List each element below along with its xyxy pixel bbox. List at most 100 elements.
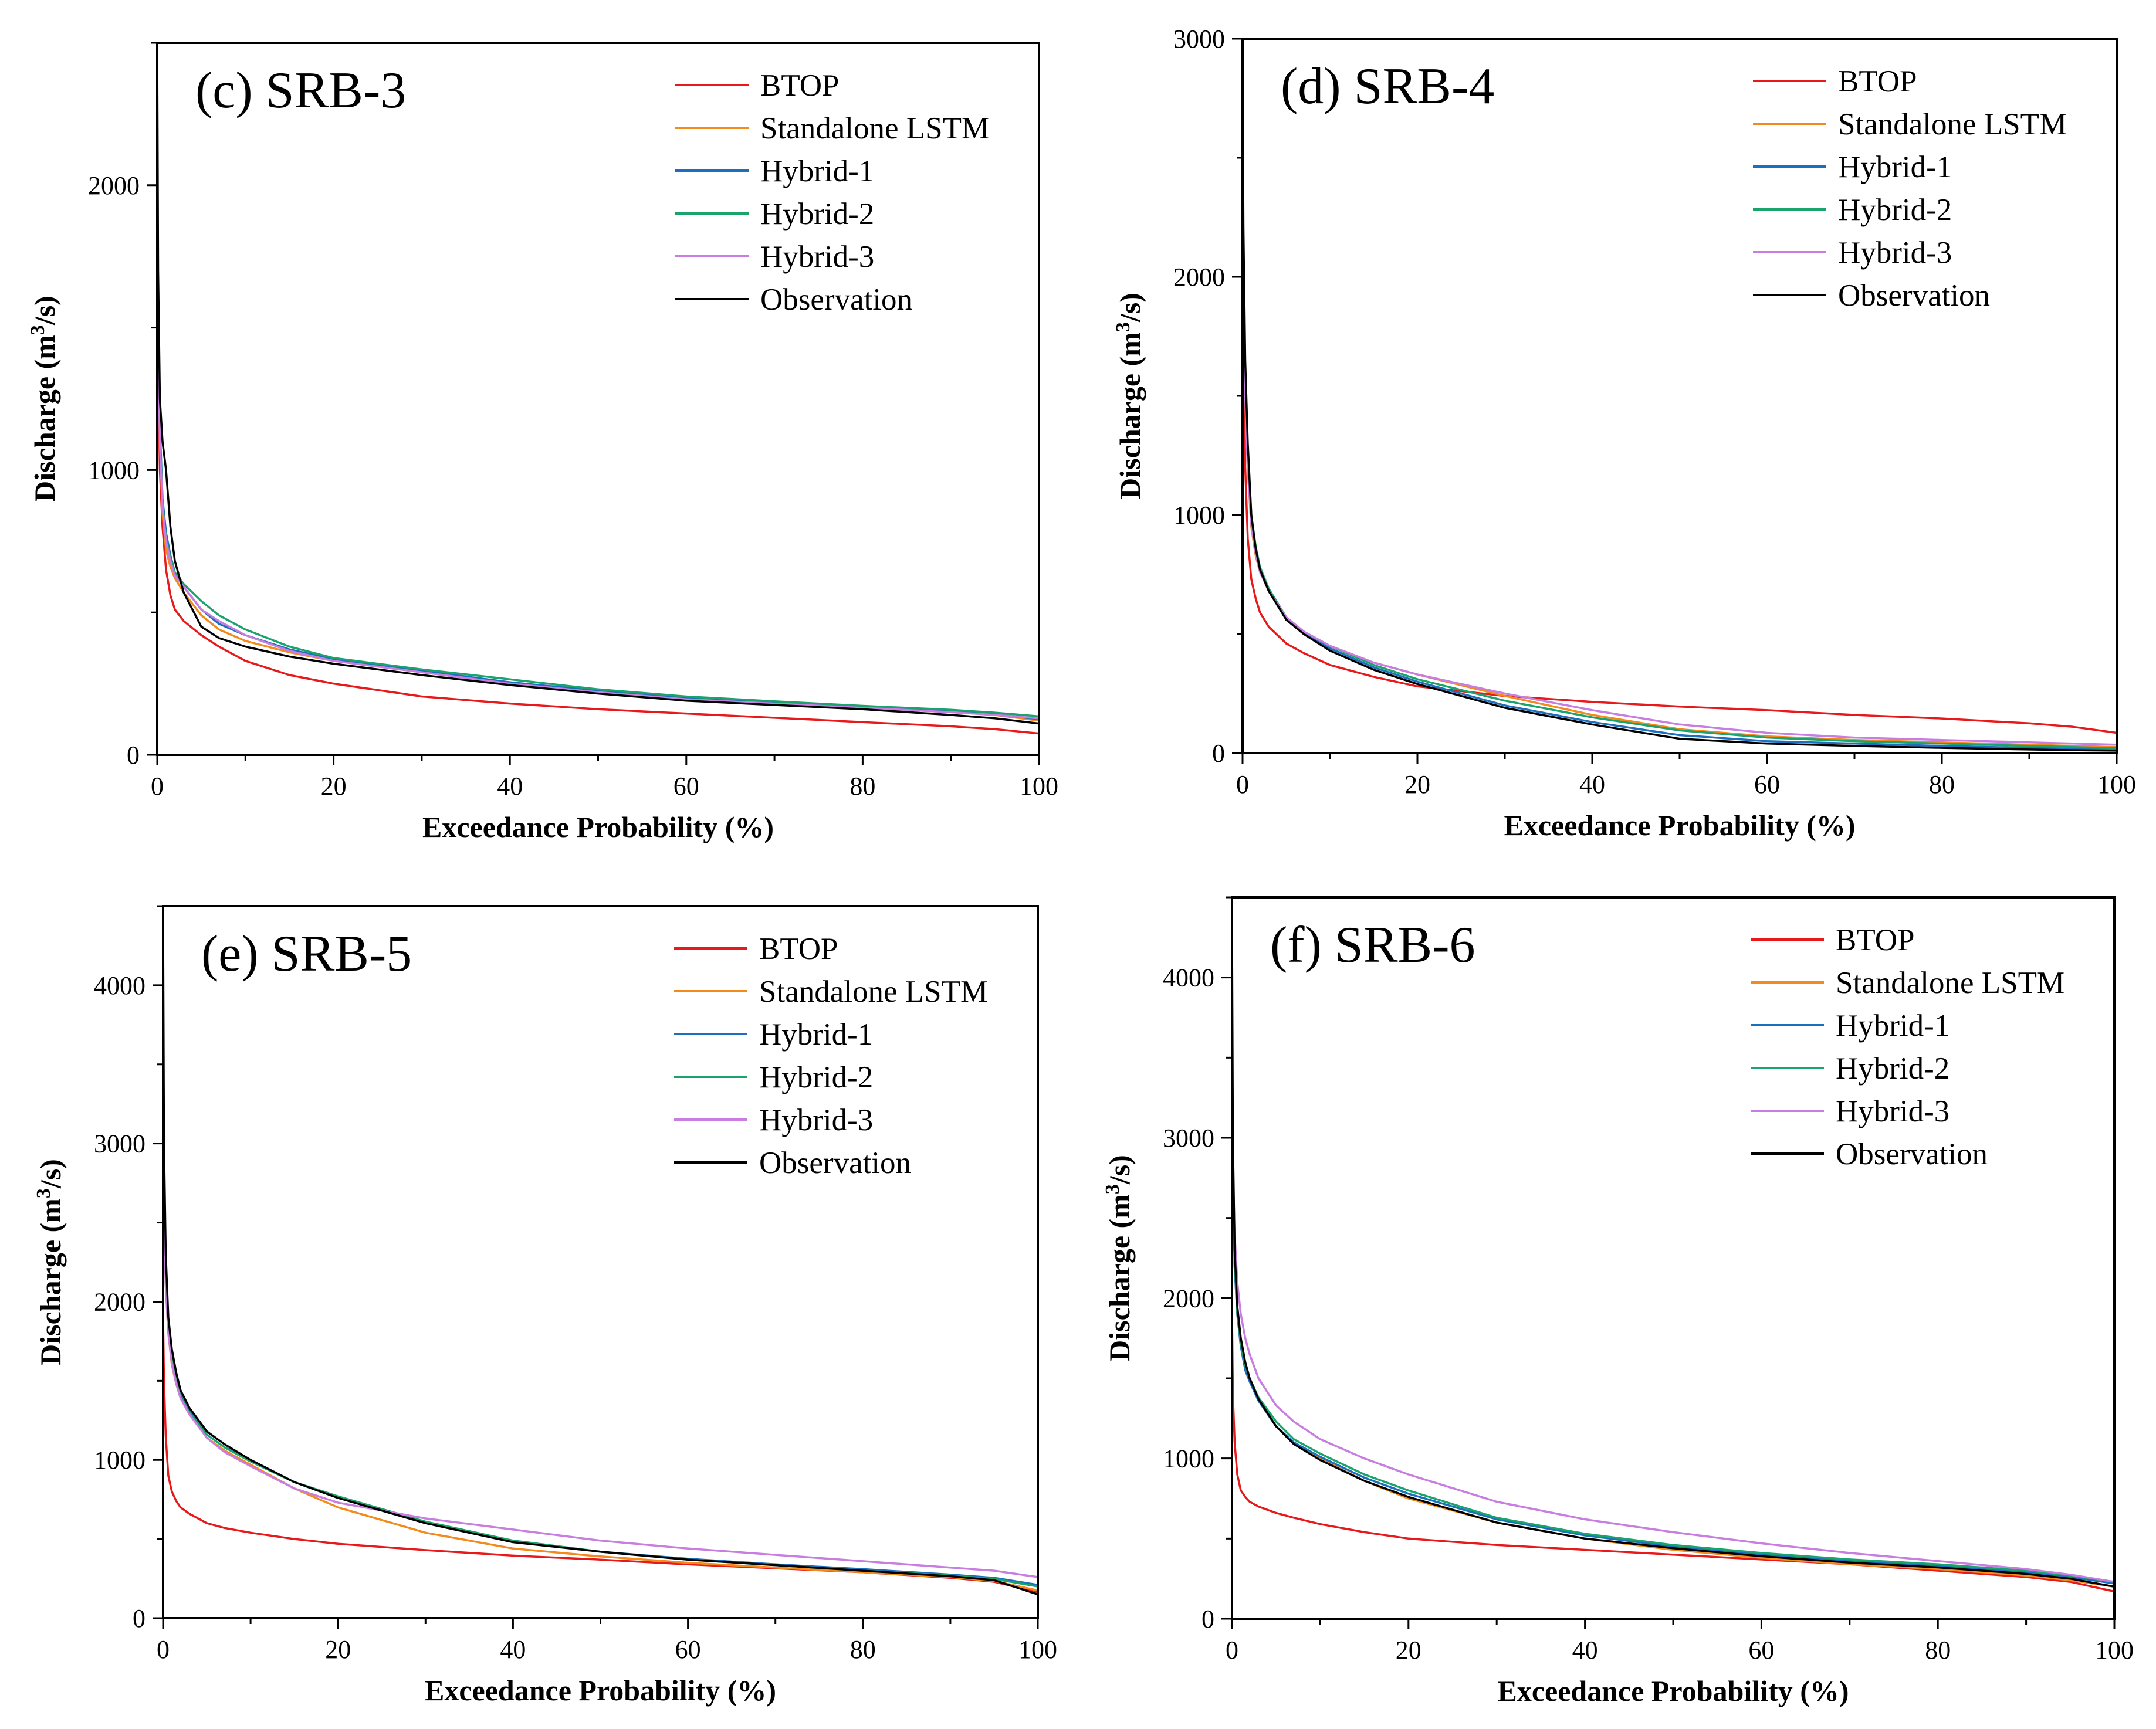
panel-title: (f) SRB-6: [1270, 917, 1475, 974]
legend-label: Hybrid-3: [760, 240, 874, 274]
legend-label: Hybrid-2: [1838, 193, 1952, 227]
series-line-observation: [1243, 61, 2117, 752]
legend-label: Hybrid-3: [1836, 1094, 1949, 1128]
series-line-btop: [157, 161, 1039, 735]
x-axis-title: Exceedance Probability (%): [422, 811, 774, 843]
x-tick-label: 60: [1754, 770, 1780, 799]
panel-title-name: SRB-6: [1335, 917, 1475, 974]
plot-frame: [1231, 896, 2116, 1620]
y-axis-title-main: Discharge (m: [34, 1198, 67, 1365]
legend-label: Observation: [1838, 279, 1990, 313]
x-tick-label: 20: [1396, 1636, 1421, 1664]
y-tick-label: 3000: [1163, 1124, 1214, 1152]
y-axis-title: Discharge (m3/s): [1102, 1155, 1136, 1361]
y-axis-title-superscript: 3: [1112, 322, 1134, 332]
series-line-standalone-lstm: [163, 1047, 1038, 1592]
x-tick-label: 20: [1404, 770, 1430, 799]
y-tick-label: 0: [1212, 739, 1225, 768]
legend-label: Hybrid-2: [760, 197, 874, 231]
y-tick-label: 4000: [94, 971, 145, 1000]
y-tick-label: 0: [133, 1604, 145, 1633]
series-line-observation: [157, 43, 1039, 725]
legend-label: BTOP: [1838, 65, 1917, 99]
x-axis-title: Exceedance Probability (%): [1504, 809, 1856, 842]
series-line-hybrid-3: [163, 1063, 1038, 1578]
legend-label: Hybrid-2: [759, 1060, 873, 1094]
x-tick-label: 0: [151, 772, 164, 801]
x-tick-label: 80: [1925, 1636, 1951, 1664]
series-line-hybrid-2: [157, 161, 1039, 718]
x-tick-label: 20: [325, 1635, 351, 1664]
series-line-hybrid-2: [1232, 1024, 2114, 1583]
series-line-observation: [1232, 928, 2114, 1588]
series-line-hybrid-2: [1243, 85, 2117, 750]
panel-title: (d) SRB-4: [1281, 58, 1494, 115]
x-tick-label: 100: [2097, 770, 2136, 799]
legend-label: Standalone LSTM: [760, 111, 989, 145]
y-axis-title-tail: /s): [28, 296, 61, 326]
series-line-hybrid-1: [1232, 992, 2114, 1585]
chart-panel-srb-5: 0 20 40 60 80 10001000200030004000Exceedance …: [33, 905, 1057, 1707]
plot-frame: [156, 42, 1040, 756]
x-tick-label: 60: [673, 772, 699, 801]
x-tick-label: 100: [1018, 1635, 1057, 1664]
y-axis-title-superscript: 3: [27, 325, 49, 335]
panel-title: (c) SRB-3: [195, 62, 406, 119]
x-tick-label: 40: [1572, 1636, 1598, 1664]
panel-title-name: SRB-4: [1354, 58, 1495, 115]
series-line-btop: [1243, 109, 2117, 734]
y-axis-title-superscript: 3: [33, 1188, 55, 1198]
x-tick-label: 0: [157, 1635, 170, 1664]
panel-title: (e) SRB-5: [201, 925, 412, 982]
legend-label: Hybrid-1: [1838, 150, 1952, 184]
panel-title-prefix: (f): [1270, 917, 1322, 974]
x-axis-title: Exceedance Probability (%): [1498, 1674, 1849, 1707]
y-axis-title-main: Discharge (m: [1113, 332, 1146, 499]
x-axis-title: Exceedance Probability (%): [425, 1674, 776, 1707]
panel-title-prefix: (d): [1281, 58, 1341, 115]
y-axis-title-tail: /s): [1113, 293, 1146, 323]
y-tick-label: 2000: [88, 171, 140, 200]
legend-label: BTOP: [760, 69, 840, 103]
y-axis-title-main: Discharge (m: [28, 335, 61, 502]
legend-label: Observation: [1836, 1137, 1988, 1171]
y-tick-label: 1000: [88, 456, 140, 484]
y-tick-label: 1000: [1173, 501, 1225, 530]
y-axis-title-tail: /s): [1103, 1155, 1136, 1185]
y-tick-label: 4000: [1163, 964, 1214, 992]
x-tick-label: 80: [1929, 770, 1955, 799]
series-line-hybrid-1: [1243, 109, 2117, 751]
series-line-observation: [163, 921, 1038, 1596]
legend-label: Hybrid-3: [759, 1103, 873, 1137]
y-tick-label: 2000: [1173, 263, 1225, 291]
y-tick-label: 2000: [94, 1287, 145, 1316]
x-tick-label: 0: [1226, 1636, 1238, 1664]
legend-label: Hybrid-2: [1836, 1052, 1949, 1086]
y-axis-title-tail: /s): [34, 1159, 67, 1189]
y-axis-title: Discharge (m3/s): [33, 1159, 67, 1365]
legend-label: BTOP: [1836, 923, 1915, 957]
legend-label: Observation: [760, 283, 912, 317]
legend-label: Standalone LSTM: [1838, 107, 2067, 141]
x-tick-label: 60: [675, 1635, 701, 1664]
panel-title-prefix: (c): [195, 62, 253, 119]
legend-label: Hybrid-1: [760, 154, 874, 188]
y-axis-title-main: Discharge (m: [1103, 1194, 1136, 1361]
legend-label: Standalone LSTM: [759, 975, 988, 1009]
y-axis-title: Discharge (m3/s): [27, 296, 62, 502]
y-tick-label: 2000: [1163, 1284, 1214, 1313]
y-tick-label: 3000: [1173, 25, 1225, 53]
legend-label: Hybrid-3: [1838, 236, 1952, 270]
series-line-hybrid-3: [1243, 121, 2117, 746]
legend-label: Hybrid-1: [1836, 1009, 1949, 1043]
x-tick-label: 40: [1579, 770, 1605, 799]
series-line-hybrid-1: [163, 984, 1038, 1586]
legend-label: Standalone LSTM: [1836, 966, 2064, 1000]
x-tick-label: 0: [1236, 770, 1249, 799]
chart-panel-srb-6: 0 20 40 60 80 10001000200030004000Exceedance …: [1102, 896, 2134, 1707]
series-line-standalone-lstm: [1243, 133, 2117, 748]
x-tick-label: 60: [1748, 1636, 1774, 1664]
